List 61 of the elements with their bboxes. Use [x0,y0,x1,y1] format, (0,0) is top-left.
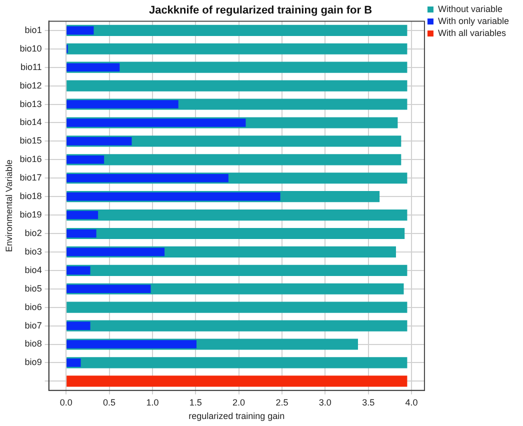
x-axis-title: regularized training gain [188,411,285,422]
y-tick-label: bio5 [24,283,42,294]
bar [66,100,178,108]
bar [66,322,90,330]
bar [66,210,98,220]
bar [66,357,408,368]
bar [66,24,408,36]
y-tick-label: bio11 [20,62,42,72]
y-tick-label: bio18 [20,191,42,202]
bar [66,155,104,164]
bar [66,284,151,294]
bar [66,118,246,127]
y-tick-label: bio14 [20,117,42,128]
y-tick-label: bio2 [24,228,42,238]
bar [66,80,408,92]
bar [66,228,405,240]
x-tick-label: 3.5 [362,397,375,408]
y-tick-label: bio12 [20,80,42,90]
y-tick-label: bio9 [24,357,42,368]
y-tick-label: bio19 [20,210,42,220]
y-tick-label: bio13 [20,98,42,109]
bar [66,174,228,182]
x-tick-label: 3.0 [318,397,332,408]
x-tick-label: 1.0 [146,397,159,408]
y-tick-label: bio17 [20,172,42,183]
y-tick-label: bio7 [24,320,42,330]
x-tick-label: 0.5 [103,397,116,408]
bar [66,376,408,387]
y-tick-label: bio16 [20,154,42,164]
bar [66,154,402,166]
y-tick-label: bio4 [24,264,42,275]
chart-title: Jackknife of regularized training gain for B [148,4,372,17]
bar [66,266,90,275]
y-tick-label: bio10 [20,43,42,54]
x-tick-label: 1.5 [189,397,202,408]
bar [66,192,280,201]
x-tick-label: 2.5 [276,397,288,408]
bar [66,43,408,54]
y-tick-label: bio8 [24,338,42,349]
y-tick-label: bio15 [20,136,42,146]
bar [66,302,408,313]
bar [66,229,96,238]
y-tick-label: bio6 [24,302,42,312]
y-tick-label: bio3 [24,246,42,256]
bar [66,264,408,276]
bar [66,320,408,332]
y-tick-label: bio1 [24,24,42,35]
bar [66,340,196,348]
bar [66,248,165,256]
legend-label: With all variables [438,28,506,38]
bar [66,209,408,221]
bar [66,137,132,146]
bar [66,26,94,35]
bar [66,358,81,367]
bar [66,63,120,72]
x-tick-label: 2.0 [232,397,246,408]
x-tick-label: 0.0 [60,397,72,408]
legend-label: With only variable [438,16,509,26]
x-tick-label: 4.0 [405,397,418,408]
legend-label: Without variable [438,4,502,14]
y-axis-title: Environmental Variable [4,160,14,252]
